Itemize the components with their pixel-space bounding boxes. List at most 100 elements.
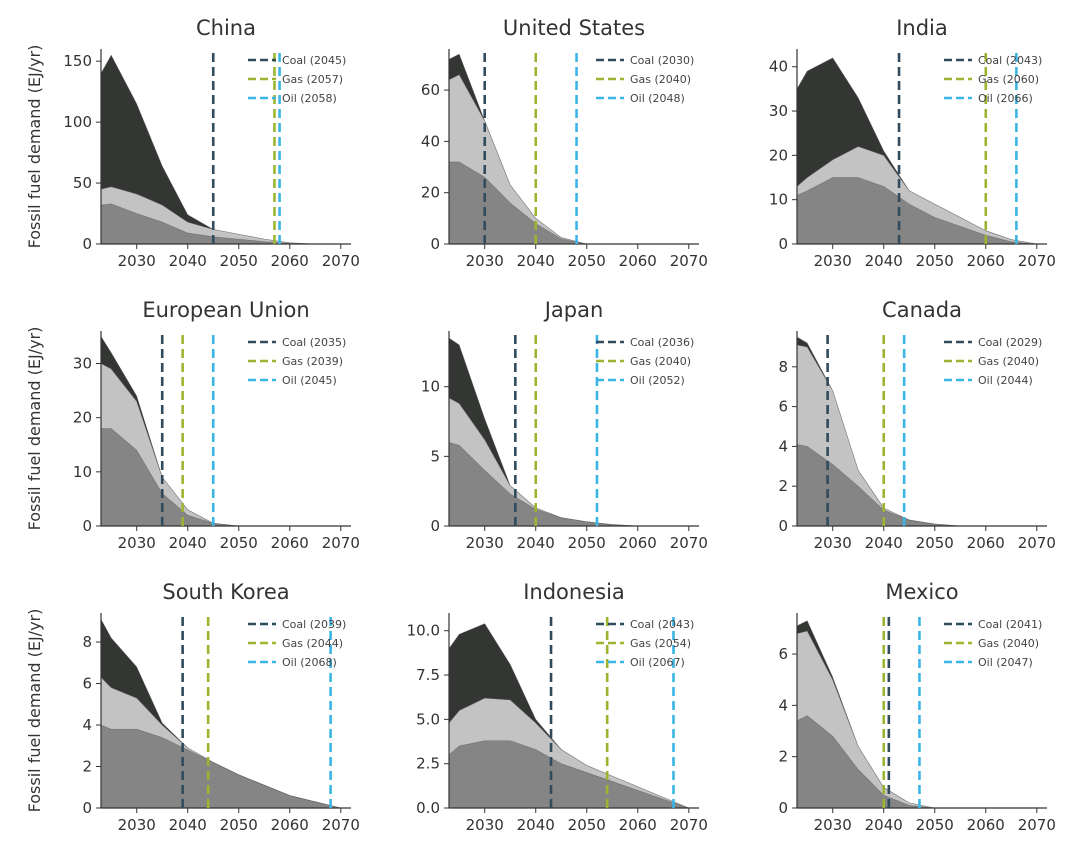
x-tick-label: 2060 (967, 252, 1005, 270)
legend-label: Oil (2058) (282, 92, 337, 105)
legend-label: Gas (2057) (282, 73, 343, 86)
x-tick-label: 2060 (619, 252, 657, 270)
legend-label: Oil (2044) (978, 374, 1033, 387)
y-tick-label: 0 (778, 517, 788, 535)
x-tick-label: 2060 (619, 534, 657, 552)
panel-title: India (896, 16, 948, 40)
y-tick-label: 0 (778, 799, 788, 817)
y-tick-label: 10 (73, 463, 92, 481)
y-tick-label: 4 (778, 696, 788, 714)
y-tick-label: 20 (421, 184, 440, 202)
legend-label: Oil (2048) (630, 92, 685, 105)
x-tick-label: 2070 (322, 252, 360, 270)
panel-title: Mexico (885, 580, 958, 604)
legend-label: Oil (2066) (978, 92, 1033, 105)
legend-label: Gas (2040) (978, 355, 1039, 368)
legend-label: Coal (2030) (630, 54, 694, 67)
y-axis-label: Fossil fuel demand (EJ/yr) (25, 609, 44, 813)
panel-japan: Japan 0 5 10 2030 2040 2050 2060 2070 Coal (2036)… (421, 298, 708, 552)
y-tick-label: 100 (63, 113, 92, 131)
x-tick-label: 2030 (466, 816, 504, 834)
y-tick-label: 6 (778, 645, 788, 663)
panel-title: European Union (142, 298, 309, 322)
panel-title: China (196, 16, 256, 40)
y-tick-label: 6 (82, 675, 92, 693)
legend-label: Coal (2045) (282, 54, 346, 67)
legend: Coal (2039) Gas (2044) Oil (2068) (248, 618, 346, 669)
x-tick-label: 2070 (670, 534, 708, 552)
x-tick-label: 2060 (619, 816, 657, 834)
x-tick-label: 2060 (967, 816, 1005, 834)
x-tick-label: 2070 (1018, 252, 1056, 270)
legend: Coal (2041) Gas (2040) Oil (2047) (944, 618, 1042, 669)
legend-label: Gas (2044) (282, 637, 343, 650)
x-tick-label: 2030 (814, 252, 852, 270)
y-tick-label: 2 (778, 748, 788, 766)
y-axis-label: Fossil fuel demand (EJ/yr) (25, 45, 44, 249)
legend: Coal (2036) Gas (2040) Oil (2052) (596, 336, 694, 387)
y-tick-label: 0 (82, 517, 92, 535)
x-tick-label: 2070 (670, 252, 708, 270)
y-tick-label: 30 (769, 102, 788, 120)
oil-area (100, 724, 341, 809)
y-tick-label: 10.0 (407, 622, 440, 640)
x-tick-label: 2030 (814, 816, 852, 834)
legend-label: Gas (2040) (630, 355, 691, 368)
x-tick-label: 2050 (568, 816, 606, 834)
y-tick-label: 10 (769, 191, 788, 209)
y-tick-label: 20 (769, 146, 788, 164)
y-tick-label: 8 (82, 633, 92, 651)
x-tick-label: 2050 (220, 252, 258, 270)
panel-china: China 0 50 100 150 2030 2040 2050 2060 2070 Coal (… (25, 16, 360, 270)
x-tick-label: 2050 (916, 534, 954, 552)
legend: Coal (2030) Gas (2040) Oil (2048) (596, 54, 694, 105)
x-tick-label: 2060 (271, 534, 309, 552)
y-tick-label: 8 (778, 358, 788, 376)
legend-label: Oil (2045) (282, 374, 337, 387)
panel-mexico: Mexico 0 2 4 6 2030 2040 2050 2060 2070 Coal (2041… (778, 580, 1055, 834)
x-tick-label: 2030 (118, 816, 156, 834)
legend-label: Coal (2035) (282, 336, 346, 349)
x-tick-label: 2030 (466, 252, 504, 270)
panel-title: Indonesia (523, 580, 625, 604)
legend-label: Coal (2036) (630, 336, 694, 349)
x-tick-label: 2040 (865, 816, 903, 834)
y-tick-label: 60 (421, 81, 440, 99)
coal-area (100, 619, 341, 809)
legend-label: Gas (2040) (978, 637, 1039, 650)
legend-label: Gas (2060) (978, 73, 1039, 86)
x-tick-label: 2040 (169, 252, 207, 270)
y-tick-label: 2.5 (416, 755, 440, 773)
x-tick-label: 2060 (271, 252, 309, 270)
x-tick-label: 2050 (568, 534, 606, 552)
legend-label: Oil (2047) (978, 656, 1033, 669)
panel-title: Japan (543, 298, 604, 322)
x-tick-label: 2030 (118, 252, 156, 270)
x-tick-label: 2040 (865, 252, 903, 270)
legend-label: Gas (2040) (630, 73, 691, 86)
coal-area (796, 57, 1037, 245)
y-tick-label: 0 (430, 235, 440, 253)
y-tick-label: 40 (421, 132, 440, 150)
x-tick-label: 2050 (220, 534, 258, 552)
x-tick-label: 2040 (169, 816, 207, 834)
y-tick-label: 40 (769, 58, 788, 76)
y-tick-label: 0 (430, 517, 440, 535)
legend-label: Coal (2043) (630, 618, 694, 631)
x-tick-label: 2070 (322, 816, 360, 834)
legend-label: Coal (2029) (978, 336, 1042, 349)
panel-south-korea: South Korea 0 2 4 6 8 2030 2040 2050 2060 2070 Coal… (25, 580, 360, 834)
legend-label: Coal (2043) (978, 54, 1042, 67)
panel-indonesia: Indonesia 0.0 2.5 5.0 7.5 10.0 2030 2040 2050 206… (407, 580, 708, 834)
legend-label: Oil (2068) (282, 656, 337, 669)
legend-label: Coal (2041) (978, 618, 1042, 631)
y-tick-label: 150 (63, 52, 92, 70)
x-tick-label: 2070 (322, 534, 360, 552)
legend: Coal (2035) Gas (2039) Oil (2045) (248, 336, 346, 387)
x-tick-label: 2050 (568, 252, 606, 270)
x-tick-label: 2070 (1018, 816, 1056, 834)
